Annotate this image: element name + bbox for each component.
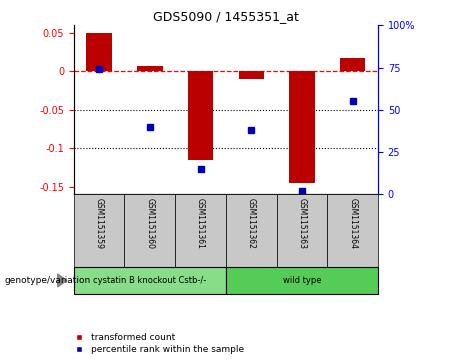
Legend: transformed count, percentile rank within the sample: transformed count, percentile rank withi… — [69, 333, 245, 355]
Bar — [124, 194, 175, 267]
Text: GSM1151359: GSM1151359 — [95, 198, 104, 249]
Text: cystatin B knockout Cstb-/-: cystatin B knockout Cstb-/- — [93, 276, 207, 285]
Polygon shape — [58, 274, 67, 287]
Bar — [340, 58, 366, 72]
Bar — [226, 194, 277, 267]
Bar — [327, 194, 378, 267]
Title: GDS5090 / 1455351_at: GDS5090 / 1455351_at — [153, 10, 299, 23]
Bar — [175, 194, 226, 267]
Text: GSM1151363: GSM1151363 — [297, 198, 307, 249]
Text: genotype/variation: genotype/variation — [5, 276, 91, 285]
Bar — [290, 72, 314, 183]
Text: GSM1151361: GSM1151361 — [196, 198, 205, 249]
Text: GSM1151364: GSM1151364 — [348, 198, 357, 249]
Text: GSM1151362: GSM1151362 — [247, 198, 256, 249]
Bar — [86, 33, 112, 72]
Bar — [188, 72, 213, 160]
Bar — [74, 194, 124, 267]
Text: wild type: wild type — [283, 276, 321, 285]
Bar — [226, 267, 378, 294]
Bar — [137, 66, 162, 72]
Bar — [277, 194, 327, 267]
Bar — [239, 72, 264, 79]
Text: GSM1151360: GSM1151360 — [145, 198, 154, 249]
Bar — [74, 267, 226, 294]
